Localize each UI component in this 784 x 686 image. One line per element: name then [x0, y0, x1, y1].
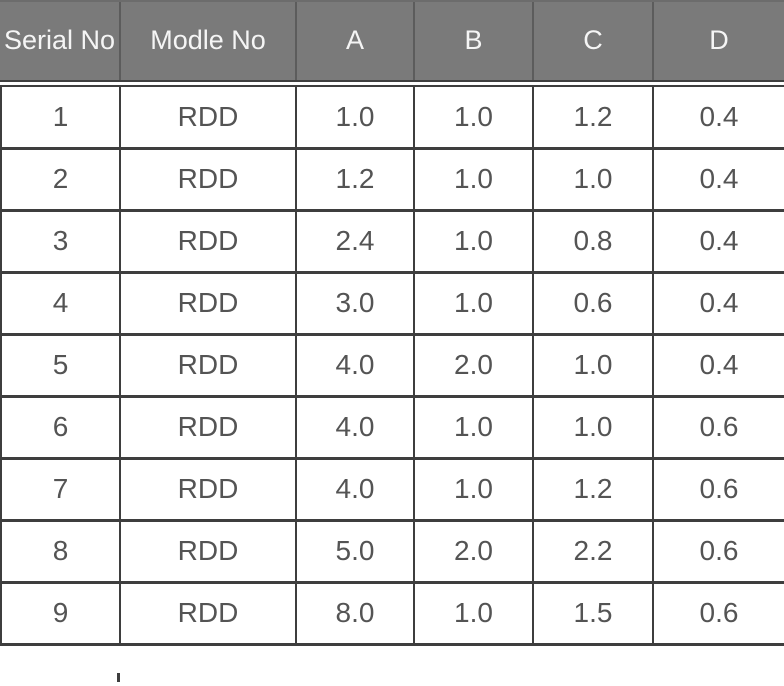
- table-cell: RDD: [119, 208, 297, 274]
- column-header-d: D: [652, 2, 784, 80]
- column-header-b: B: [413, 2, 532, 80]
- table-cell: 1.0: [532, 332, 654, 398]
- table-cell: 6: [0, 394, 121, 460]
- table-body: 1 RDD 1.0 1.0 1.2 0.4 2 RDD 1.2 1.0 1.0 0.4 3 RDD 2.4 1…: [0, 85, 784, 646]
- table-cell: 3: [0, 208, 121, 274]
- table-cell: 2.4: [295, 208, 415, 274]
- column-header-c: C: [532, 2, 652, 80]
- table-cell: 0.4: [652, 146, 784, 212]
- table-cell: 1.2: [532, 456, 654, 522]
- table-cell: 1.0: [413, 394, 534, 460]
- table-row: 9 RDD 8.0 1.0 1.5 0.6: [0, 580, 784, 646]
- table-cell: RDD: [119, 332, 297, 398]
- table-cell: 9: [0, 580, 121, 646]
- column-header-a: A: [295, 2, 413, 80]
- table-cell: 0.6: [652, 456, 784, 522]
- table-cell: 4.0: [295, 456, 415, 522]
- table-row: 6 RDD 4.0 1.0 1.0 0.6: [0, 394, 784, 460]
- table-cell: 1.0: [413, 146, 534, 212]
- table-cell: 1.2: [532, 85, 654, 150]
- table-cell: 0.4: [652, 85, 784, 150]
- table-row: 5 RDD 4.0 2.0 1.0 0.4: [0, 332, 784, 398]
- table-cell: 4.0: [295, 332, 415, 398]
- table-row: 7 RDD 4.0 1.0 1.2 0.6: [0, 456, 784, 522]
- table-cell: 1.0: [413, 580, 534, 646]
- table-cell: 1.2: [295, 146, 415, 212]
- table-header-row: Serial No Modle No A B C D: [0, 0, 784, 82]
- table-cell: 1.0: [413, 456, 534, 522]
- table-cell: 0.8: [532, 208, 654, 274]
- table-cell: RDD: [119, 518, 297, 584]
- table-cell: RDD: [119, 146, 297, 212]
- table-cell: RDD: [119, 456, 297, 522]
- table-cell: 0.6: [652, 580, 784, 646]
- table-cell: 1.0: [295, 85, 415, 150]
- table-cell: 3.0: [295, 270, 415, 336]
- table-cell: 4.0: [295, 394, 415, 460]
- table-cell: 0.6: [652, 518, 784, 584]
- table-cell: 2.2: [532, 518, 654, 584]
- table-cell: 2.0: [413, 332, 534, 398]
- table-cell: 0.6: [532, 270, 654, 336]
- cutoff-next-row-border-fragment: [117, 673, 120, 682]
- table-cell: 1: [0, 85, 121, 150]
- table-cell: 0.6: [652, 394, 784, 460]
- table-cell: 1.0: [532, 394, 654, 460]
- table-cell: 2.0: [413, 518, 534, 584]
- table-row: 4 RDD 3.0 1.0 0.6 0.4: [0, 270, 784, 336]
- table-cell: 1.0: [413, 85, 534, 150]
- table-row: 2 RDD 1.2 1.0 1.0 0.4: [0, 146, 784, 212]
- table-cell: 7: [0, 456, 121, 522]
- table-cell: 2: [0, 146, 121, 212]
- table-cell: 5.0: [295, 518, 415, 584]
- table-row: 3 RDD 2.4 1.0 0.8 0.4: [0, 208, 784, 274]
- table-cell: 4: [0, 270, 121, 336]
- table-cell: 1.0: [413, 270, 534, 336]
- spec-table: 1 RDD 1.0 1.0 1.2 0.4 2 RDD 1.2 1.0 1.0 0.4 3 RDD 2.4 1…: [0, 85, 784, 646]
- column-header-modle-no: Modle No: [119, 2, 295, 80]
- table-cell: RDD: [119, 270, 297, 336]
- table-cell: 1.5: [532, 580, 654, 646]
- table-row: 1 RDD 1.0 1.0 1.2 0.4: [0, 85, 784, 150]
- column-header-serial-no: Serial No: [3, 24, 116, 55]
- table-cell: 8.0: [295, 580, 415, 646]
- table-cell: RDD: [119, 580, 297, 646]
- table-cell: RDD: [119, 394, 297, 460]
- table-cell: 0.4: [652, 332, 784, 398]
- table-cell: 8: [0, 518, 121, 584]
- table-cell: 0.4: [652, 208, 784, 274]
- table-cell: RDD: [119, 85, 297, 150]
- table-cell: 0.4: [652, 270, 784, 336]
- table-cell: 5: [0, 332, 121, 398]
- table-cell: 1.0: [413, 208, 534, 274]
- table-cell: 1.0: [532, 146, 654, 212]
- table-row: 8 RDD 5.0 2.0 2.2 0.6: [0, 518, 784, 584]
